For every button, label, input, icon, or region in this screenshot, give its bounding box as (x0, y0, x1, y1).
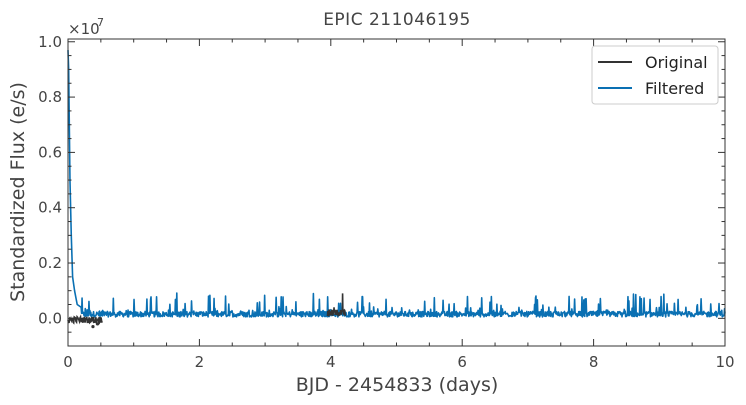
series-original-point (91, 325, 95, 329)
legend: Original Filtered (591, 45, 719, 105)
x-axis-label: BJD - 2454833 (days) (296, 374, 499, 396)
x-tick-label: 10 (715, 353, 734, 371)
y-axis-label: Standardized Flux (e/s) (7, 82, 29, 302)
series-filtered-line (67, 50, 726, 318)
x-axis: 0 2 4 6 8 10 (63, 39, 735, 371)
y-tick-label: 0.4 (38, 199, 62, 217)
y-tick-label: 0.2 (38, 254, 62, 272)
y-multiplier-base: ×10 (68, 20, 100, 38)
y-tick-label: 0.0 (38, 309, 62, 327)
y-tick-label: 0.8 (38, 88, 62, 106)
y-multiplier: ×10 7 (68, 16, 104, 38)
x-tick-label: 0 (63, 353, 73, 371)
series-original-segment (326, 293, 347, 318)
y-multiplier-exponent: 7 (97, 16, 104, 29)
series-original-point (95, 322, 100, 326)
y-tick-label: 1.0 (38, 33, 62, 51)
series-original-segment (67, 314, 103, 326)
legend-box (591, 45, 719, 105)
x-tick-label: 4 (326, 353, 336, 371)
y-tick-label: 0.6 (38, 143, 62, 161)
chart-title: EPIC 211046195 (323, 10, 471, 30)
legend-entry-filtered: Filtered (645, 79, 704, 98)
x-tick-label: 6 (457, 353, 467, 371)
y-axis: 0.0 0.2 0.4 0.6 0.8 1.0 (38, 33, 725, 333)
x-tick-label: 2 (195, 353, 205, 371)
x-tick-label: 8 (589, 353, 599, 371)
legend-entry-original: Original (645, 53, 708, 72)
plot-area (67, 50, 726, 329)
